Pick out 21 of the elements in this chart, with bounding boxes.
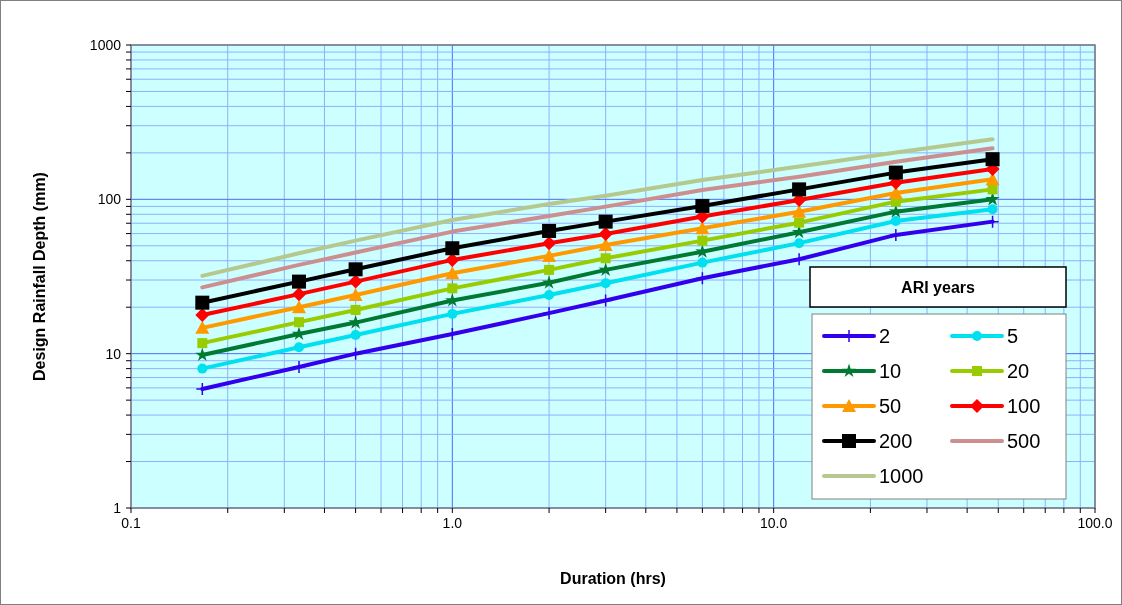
legend-label: 5 [1007, 325, 1019, 347]
legend-label: 100 [1007, 395, 1041, 417]
x-tick-label: 0.1 [121, 515, 141, 531]
y-axis-title: Design Rainfall Depth (mm) [31, 172, 48, 381]
legend-label: 1000 [879, 465, 924, 487]
legend-title-box: ARI years [809, 266, 1067, 308]
x-tick-label: 1.0 [442, 515, 463, 531]
y-tick-label: 1 [113, 499, 122, 516]
y-tick-label: 100 [97, 191, 122, 208]
legend-label: 200 [879, 430, 913, 452]
legend-label: 50 [879, 395, 902, 417]
legend-label: 10 [879, 360, 902, 382]
legend-title: ARI years [901, 278, 976, 296]
x-axis-title: Duration (hrs) [560, 570, 666, 587]
x-tick-label: 100.0 [1077, 515, 1113, 531]
legend-label: 2 [879, 325, 891, 347]
x-tick-label: 10.0 [760, 515, 788, 531]
legend-label: 500 [1007, 430, 1041, 452]
legend-label: 20 [1007, 360, 1030, 382]
y-tick-label: 10 [105, 345, 122, 362]
y-tick-label: 1000 [89, 36, 122, 53]
